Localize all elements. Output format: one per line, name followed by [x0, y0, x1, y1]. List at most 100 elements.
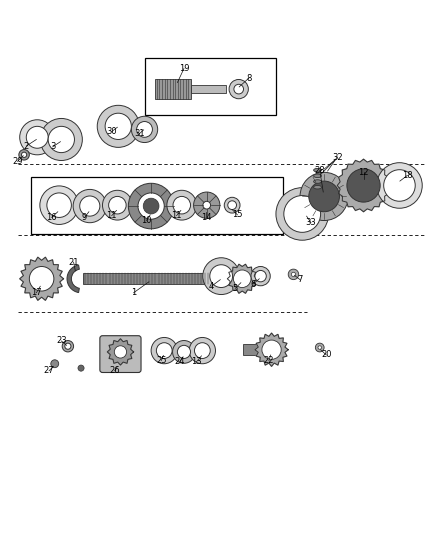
Circle shape — [291, 272, 296, 277]
Text: 21: 21 — [68, 257, 79, 266]
Circle shape — [288, 269, 299, 280]
Text: 17: 17 — [31, 288, 42, 297]
Circle shape — [224, 197, 240, 213]
Text: 31: 31 — [134, 130, 145, 138]
Circle shape — [48, 126, 74, 152]
Text: 10: 10 — [141, 216, 152, 225]
Circle shape — [228, 201, 237, 209]
Text: 26: 26 — [110, 366, 120, 375]
Circle shape — [29, 266, 54, 291]
Circle shape — [177, 345, 191, 359]
Bar — [83, 273, 215, 285]
Text: 2: 2 — [24, 142, 29, 150]
Circle shape — [137, 122, 152, 138]
Circle shape — [167, 190, 197, 220]
Circle shape — [114, 346, 127, 358]
Text: 23: 23 — [56, 336, 67, 345]
Circle shape — [203, 258, 240, 295]
Ellipse shape — [314, 168, 321, 172]
Circle shape — [105, 113, 131, 140]
Polygon shape — [20, 257, 64, 300]
Circle shape — [102, 190, 132, 220]
Circle shape — [251, 266, 270, 286]
Text: 7: 7 — [297, 275, 303, 284]
Circle shape — [173, 341, 195, 364]
Circle shape — [234, 84, 244, 94]
Ellipse shape — [314, 174, 321, 177]
Circle shape — [21, 152, 27, 157]
Circle shape — [26, 126, 48, 148]
Circle shape — [300, 172, 348, 221]
Text: 33: 33 — [306, 218, 316, 227]
Circle shape — [377, 163, 422, 208]
Circle shape — [80, 196, 100, 216]
Text: 27: 27 — [44, 366, 54, 375]
Circle shape — [128, 183, 174, 229]
Bar — [155, 79, 191, 99]
Circle shape — [138, 193, 164, 219]
Circle shape — [318, 346, 321, 349]
Text: 18: 18 — [402, 171, 413, 180]
Bar — [145, 59, 276, 115]
Text: 12: 12 — [358, 168, 369, 177]
Text: 15: 15 — [232, 211, 243, 219]
Text: 1: 1 — [131, 288, 136, 297]
Text: 30: 30 — [106, 127, 117, 136]
Circle shape — [47, 193, 71, 217]
Text: 9: 9 — [82, 213, 87, 222]
Polygon shape — [227, 264, 257, 293]
Circle shape — [173, 197, 191, 214]
Text: 20: 20 — [321, 351, 332, 359]
Text: 4: 4 — [209, 282, 214, 290]
Text: 19: 19 — [179, 64, 189, 73]
Circle shape — [151, 337, 177, 364]
Circle shape — [194, 192, 220, 219]
Text: 25: 25 — [156, 356, 166, 365]
Circle shape — [78, 365, 84, 371]
Circle shape — [62, 341, 74, 352]
Polygon shape — [337, 159, 390, 212]
Circle shape — [276, 188, 328, 240]
Circle shape — [189, 337, 215, 364]
Circle shape — [203, 201, 211, 209]
Text: 32: 32 — [332, 152, 343, 161]
Circle shape — [229, 79, 248, 99]
Text: 22: 22 — [264, 356, 274, 365]
Circle shape — [284, 196, 321, 232]
Circle shape — [347, 169, 380, 202]
Circle shape — [255, 270, 266, 282]
Ellipse shape — [314, 180, 321, 183]
Text: 16: 16 — [46, 213, 57, 222]
Bar — [31, 177, 283, 233]
Circle shape — [109, 197, 126, 214]
Circle shape — [19, 150, 29, 160]
Text: 24: 24 — [174, 358, 185, 367]
Text: 28: 28 — [314, 166, 325, 175]
Circle shape — [233, 270, 251, 287]
Circle shape — [97, 106, 139, 147]
Polygon shape — [107, 339, 134, 365]
Text: 3: 3 — [50, 142, 55, 151]
Text: 8: 8 — [246, 74, 251, 83]
Polygon shape — [255, 333, 288, 366]
Bar — [191, 85, 226, 93]
FancyBboxPatch shape — [100, 336, 141, 373]
Circle shape — [131, 116, 158, 142]
Text: 11: 11 — [171, 211, 182, 220]
Wedge shape — [67, 265, 79, 293]
Circle shape — [315, 343, 324, 352]
Circle shape — [309, 181, 339, 212]
Circle shape — [20, 120, 55, 155]
Circle shape — [210, 265, 233, 287]
Text: 5: 5 — [233, 284, 238, 293]
Circle shape — [156, 343, 172, 359]
Text: 6: 6 — [251, 279, 256, 288]
Circle shape — [51, 360, 59, 368]
Circle shape — [262, 340, 281, 359]
Ellipse shape — [314, 185, 321, 189]
Text: 14: 14 — [201, 213, 211, 222]
Circle shape — [40, 118, 82, 160]
Text: 11: 11 — [106, 211, 117, 220]
Circle shape — [143, 198, 159, 214]
Bar — [243, 344, 267, 355]
